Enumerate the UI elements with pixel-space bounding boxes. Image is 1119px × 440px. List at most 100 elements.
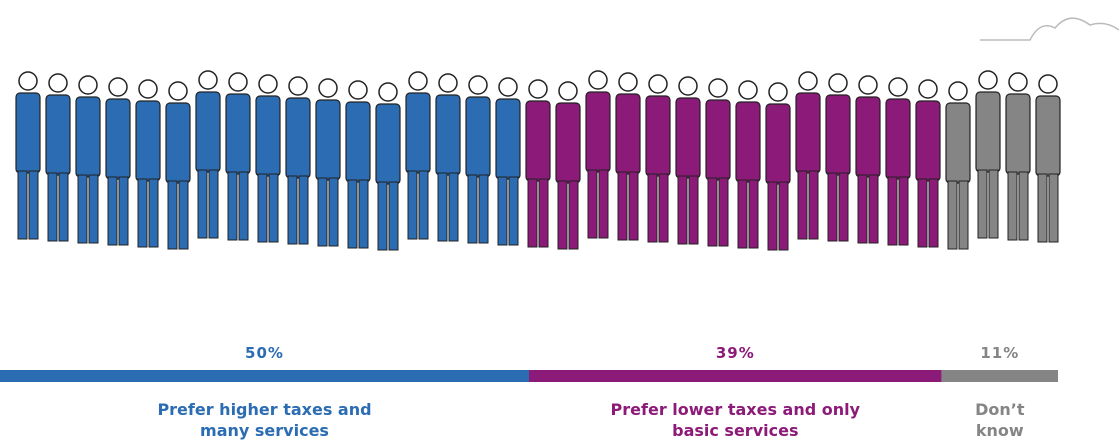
person-leg [658,173,669,243]
person-head [198,70,218,90]
person-body [975,91,1001,173]
person-leg [928,178,939,248]
person-leg [257,173,268,243]
person-leg [647,173,658,243]
person-leg [77,174,88,244]
person-head [978,70,998,90]
person-leg [238,171,249,241]
bar [0,370,1058,382]
person-body [705,99,731,181]
person-body [255,95,281,177]
person-body [165,102,191,184]
person-body [675,97,701,179]
person-leg [107,176,118,246]
person-body [285,97,311,179]
person-head [588,70,608,90]
value-label: 39% [715,344,755,362]
cloud [980,17,1119,41]
person-leg [1048,173,1059,243]
person-leg [1018,171,1029,241]
person-body [825,94,851,176]
person-body [405,92,431,174]
person-body [945,102,971,184]
person-leg [977,169,988,239]
person-leg [418,170,429,240]
person-head [168,81,188,101]
person-leg [118,176,129,246]
person-head [798,71,818,91]
person-leg [808,170,819,240]
person-leg [988,169,999,239]
person-leg [268,173,279,243]
person-leg [778,181,789,251]
person-body [735,101,761,183]
person-head [708,78,728,98]
person-leg [628,171,639,241]
person-leg [328,177,339,247]
person-leg [478,174,489,244]
person-leg [767,181,778,251]
category-label: Prefer higher taxes and many services [157,400,372,440]
person-leg [688,175,699,245]
person-leg [617,171,628,241]
person-leg [748,179,759,249]
person-body [615,93,641,175]
person-leg [467,174,478,244]
person-leg [178,180,189,250]
person-leg [958,180,969,250]
person-body [75,96,101,178]
person-leg [388,181,399,251]
person-leg [868,174,879,244]
person-leg [148,178,159,248]
person-leg [377,181,388,251]
person-head [318,78,338,98]
person-head [678,76,698,96]
person-leg [317,177,328,247]
person-head [138,79,158,99]
person-leg [587,169,598,239]
person-leg [17,170,28,240]
person-body [915,100,941,182]
person-body [45,94,71,176]
person-head [1038,74,1058,94]
person-body [15,92,41,174]
person-body [585,91,611,173]
value-label: 50% [245,344,284,362]
person-head [498,77,518,97]
person-leg [707,177,718,247]
person-body [345,101,371,183]
person-leg [827,172,838,242]
category-label: Prefer lower taxes and only basic servic… [610,400,861,440]
person-head [378,82,398,102]
person-head [648,74,668,94]
bar-segment [0,370,529,382]
person-body [1035,95,1061,177]
person-leg [898,176,909,246]
person-head [1008,72,1028,92]
person-body [495,98,521,180]
person-head [288,76,308,96]
person-leg [1037,173,1048,243]
person-head [48,73,68,93]
person-leg [917,178,928,248]
person-leg [58,172,69,242]
person-leg [437,172,448,242]
bar-segment [529,370,942,382]
person-head [408,71,428,91]
person-leg [167,180,178,250]
person-leg [718,177,729,247]
person-leg [598,169,609,239]
person-leg [527,178,538,248]
person-body [795,92,821,174]
person-leg [227,171,238,241]
person-leg [137,178,148,248]
person-head [528,79,548,99]
person-leg [677,175,688,245]
person-body [225,93,251,175]
person-head [438,73,458,93]
person-leg [298,175,309,245]
person-leg [838,172,849,242]
person-head [828,73,848,93]
person-body [555,102,581,184]
